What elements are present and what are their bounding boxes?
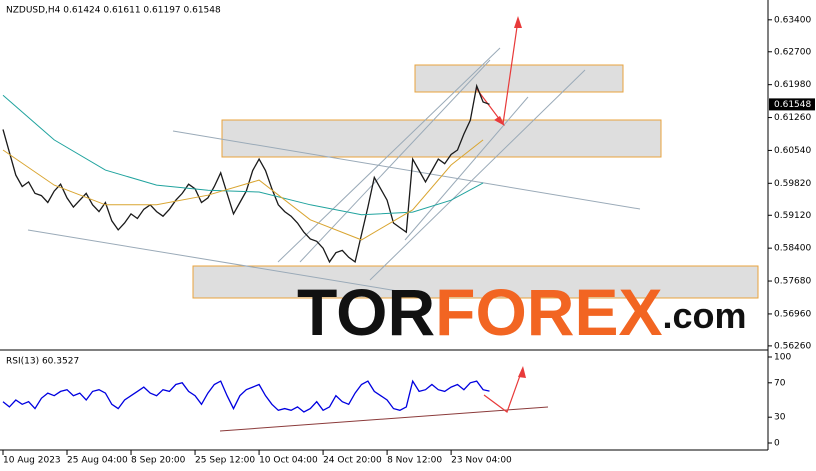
y-tick-label: 0.62700	[774, 47, 811, 57]
rsi-trend-line	[219, 406, 549, 432]
series-line	[2, 94, 484, 216]
channel-line	[369, 69, 586, 281]
y-tick-label: 0.61980	[774, 80, 811, 90]
watermark-part: FOREX	[435, 275, 662, 349]
series-line	[2, 379, 490, 413]
trend-line	[172, 130, 641, 210]
y-tick-label: 0.59820	[774, 179, 811, 189]
watermark-part: .com	[662, 295, 746, 336]
y-tick-label: 30	[774, 413, 786, 423]
y-tick-label: 0.60540	[774, 146, 811, 156]
x-tick-label: 23 Nov 04:00	[451, 456, 512, 466]
arrow-head	[514, 16, 522, 28]
x-tick-label: 8 Nov 12:00	[387, 456, 442, 466]
y-tick-label: 70	[774, 378, 786, 388]
y-tick-label: 0.58400	[774, 244, 811, 254]
arrow-head	[518, 366, 526, 378]
y-tick-label: 0.56260	[774, 341, 811, 351]
y-tick-label: 0.59120	[774, 211, 811, 221]
x-tick-label: 10 Aug 2023	[3, 456, 61, 466]
y-tick-label: 0.63400	[774, 15, 811, 25]
trend-line	[27, 229, 411, 294]
y-tick-label: 0.61260	[774, 113, 811, 123]
channel-line	[277, 47, 501, 263]
x-tick-label: 24 Oct 20:00	[323, 456, 382, 466]
y-tick-label: 0.56960	[774, 309, 811, 319]
chart-title: NZDUSD,H4 0.61424 0.61611 0.61197 0.6154…	[6, 6, 221, 16]
x-tick-label: 10 Oct 04:00	[259, 456, 318, 466]
series-line	[2, 139, 484, 241]
drawings	[27, 16, 759, 432]
x-tick-label: 25 Sep 12:00	[195, 456, 255, 466]
x-tick-label: 8 Sep 20:00	[131, 456, 186, 466]
arrow-head	[494, 116, 505, 126]
last-price-box	[769, 98, 815, 111]
watermark-part: TOR	[297, 275, 435, 349]
zone	[414, 64, 624, 93]
zone	[221, 119, 662, 158]
y-tick-label: 0	[774, 439, 780, 449]
last-price-label: 0.61548	[774, 100, 811, 110]
channel-line	[404, 96, 529, 241]
y-tick-label: 100	[774, 353, 791, 363]
rsi-title: RSI(13) 60.3527	[6, 357, 79, 367]
x-tick-label: 25 Aug 04:00	[67, 456, 128, 466]
rsi-forecast-arrow	[483, 369, 523, 413]
watermark: TORFOREX.com	[297, 275, 747, 349]
zone	[192, 265, 759, 299]
y-tick-label: 0.57680	[774, 277, 811, 287]
